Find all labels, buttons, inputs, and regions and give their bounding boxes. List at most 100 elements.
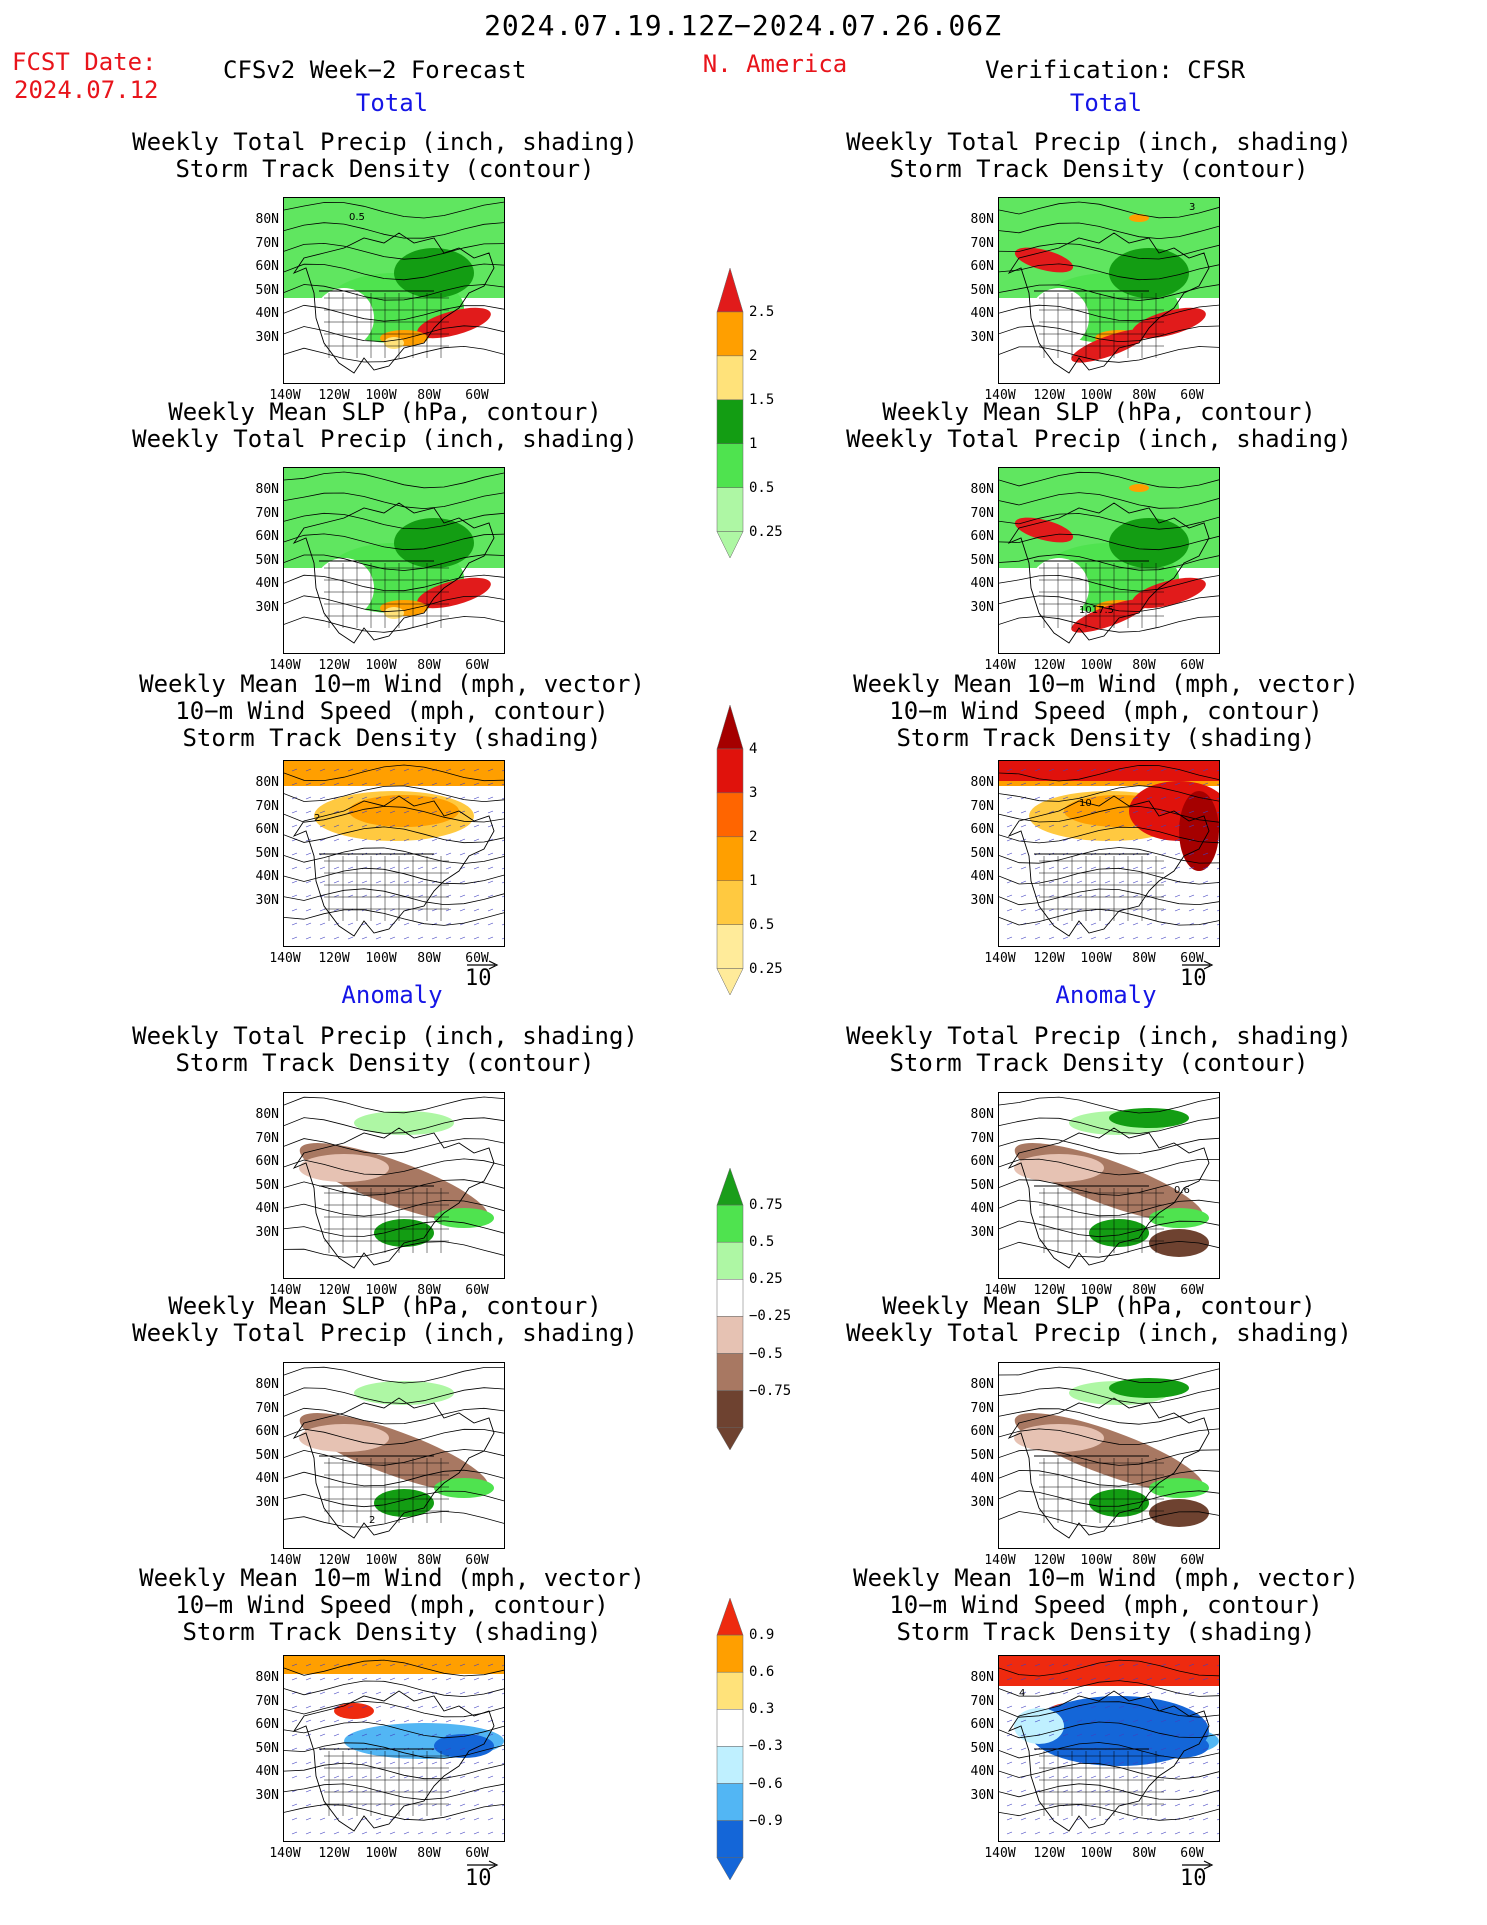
wind-vector [1118,824,1125,828]
wind-vector [1006,796,1013,800]
wind-vector [1020,782,1027,786]
heavy-precip [1129,484,1149,492]
lat-tick-label: 70N [255,1131,279,1146]
wind-vector [305,1747,312,1751]
lat-tick-label: 40N [970,1764,994,1779]
wind-vector [1188,782,1195,786]
coastline [292,1127,495,1269]
panel-title-fcst-precip-total: Weekly Total Precip (inch, shading) Stor… [132,128,638,183]
wind-vector [1160,866,1167,870]
wind-vector [1188,1663,1195,1667]
wind-vector [1202,1831,1209,1835]
wind-vector [291,880,298,884]
wind-vector [333,1663,340,1667]
reference-vector-fcst-total: 10 [465,960,499,991]
lat-tick-label: 80N [255,1377,279,1392]
wind-vector [347,810,354,814]
wind-vector [1146,768,1153,772]
wind-vector [1160,1719,1167,1723]
wind-vector [291,908,298,912]
wind-vector [375,796,382,800]
wind-vector [487,1775,494,1779]
wind-vector [319,936,326,940]
wind-vector [1146,922,1153,926]
lat-tick-label: 30N [255,1788,279,1803]
contour-line [999,1096,1219,1114]
wind-vector [445,1663,452,1667]
lat-tick-label: 40N [255,306,279,321]
wind-vector [291,1719,298,1723]
lon-tick-label: 60W [465,1553,489,1568]
wind-vector [1132,894,1139,898]
wind-vector [375,936,382,940]
wind-vector [487,936,494,940]
contour-line [999,1179,1219,1196]
contour-line [284,847,504,864]
contour-line [999,1428,1219,1445]
colorbar-storm-total: 4 3 2 1 0.5 0.25 [715,705,783,995]
wind-vector [1104,838,1111,842]
wind-vector [473,852,480,856]
lon-tick-label: 100W [365,951,397,966]
wind-vector [445,1733,452,1737]
precip-deficit [1149,1499,1209,1527]
wind-vector [389,1761,396,1765]
contour-line [284,595,504,613]
wind-vector [375,880,382,884]
wind-vector [1146,880,1153,884]
wind-vector [291,1733,298,1737]
wind-vector [1202,1789,1209,1793]
wind-vector [1132,1677,1139,1681]
wind-vector [1160,824,1167,828]
map-fcst-slp-anom: 2 [283,1362,505,1549]
wind-vector [417,768,424,772]
wind-vector [305,1817,312,1821]
lon-tick-label: 60W [1180,951,1204,966]
wind-vector [319,922,326,926]
wind-vector [1216,1720,1219,1723]
heavy-precip [1132,577,1206,609]
lon-tick-label: 100W [365,1283,397,1298]
storm-anomaly [334,1703,374,1719]
wind-vector [1146,838,1153,842]
wind-vector [1006,922,1013,926]
lat-tick-label: 40N [970,1471,994,1486]
colorbar-label: 1 [749,872,758,889]
wind-vector [1062,1677,1069,1681]
contour-line [999,242,1219,260]
wind-vector [1062,1789,1069,1793]
contour-line [284,1407,504,1425]
wind-vector [389,1789,396,1793]
wind-vector [1006,1677,1013,1681]
wind-vector [1104,768,1111,772]
wind-vector [1146,782,1153,786]
wind-vector [1146,1803,1153,1807]
colorbar-segment [716,836,744,882]
wind-vector [445,1817,452,1821]
wind-vector [431,810,438,814]
precip-surplus [1149,1478,1209,1498]
wind-vector [1216,853,1219,856]
wind-vector [305,936,312,940]
wind-vector [445,768,452,772]
colorbar-label: 0.5 [749,1234,775,1251]
contour-line [999,826,1219,844]
lat-tick-label: 70N [970,1694,994,1709]
wind-vector [389,1803,396,1807]
wind-vector [473,1747,480,1751]
wind-vector [1216,909,1219,912]
precip-surplus [1089,1489,1149,1517]
wind-vector [459,1831,466,1835]
lon-tick-label: 60W [465,951,489,966]
wind-vector [361,838,368,842]
colorbar-label: 0.75 [749,1197,783,1214]
wind-vector [1160,768,1167,772]
wind-vector [1146,1733,1153,1737]
lat-tick-label: 80N [970,1670,994,1685]
colorbar-precip-total: 2.5 2 1.5 1 0.5 0.25 [715,268,783,558]
map-plot [284,468,504,648]
wind-vector [333,1733,340,1737]
lon-tick-label: 140W [269,1283,301,1298]
precip-shading [394,248,474,298]
contour-line [999,346,1219,363]
